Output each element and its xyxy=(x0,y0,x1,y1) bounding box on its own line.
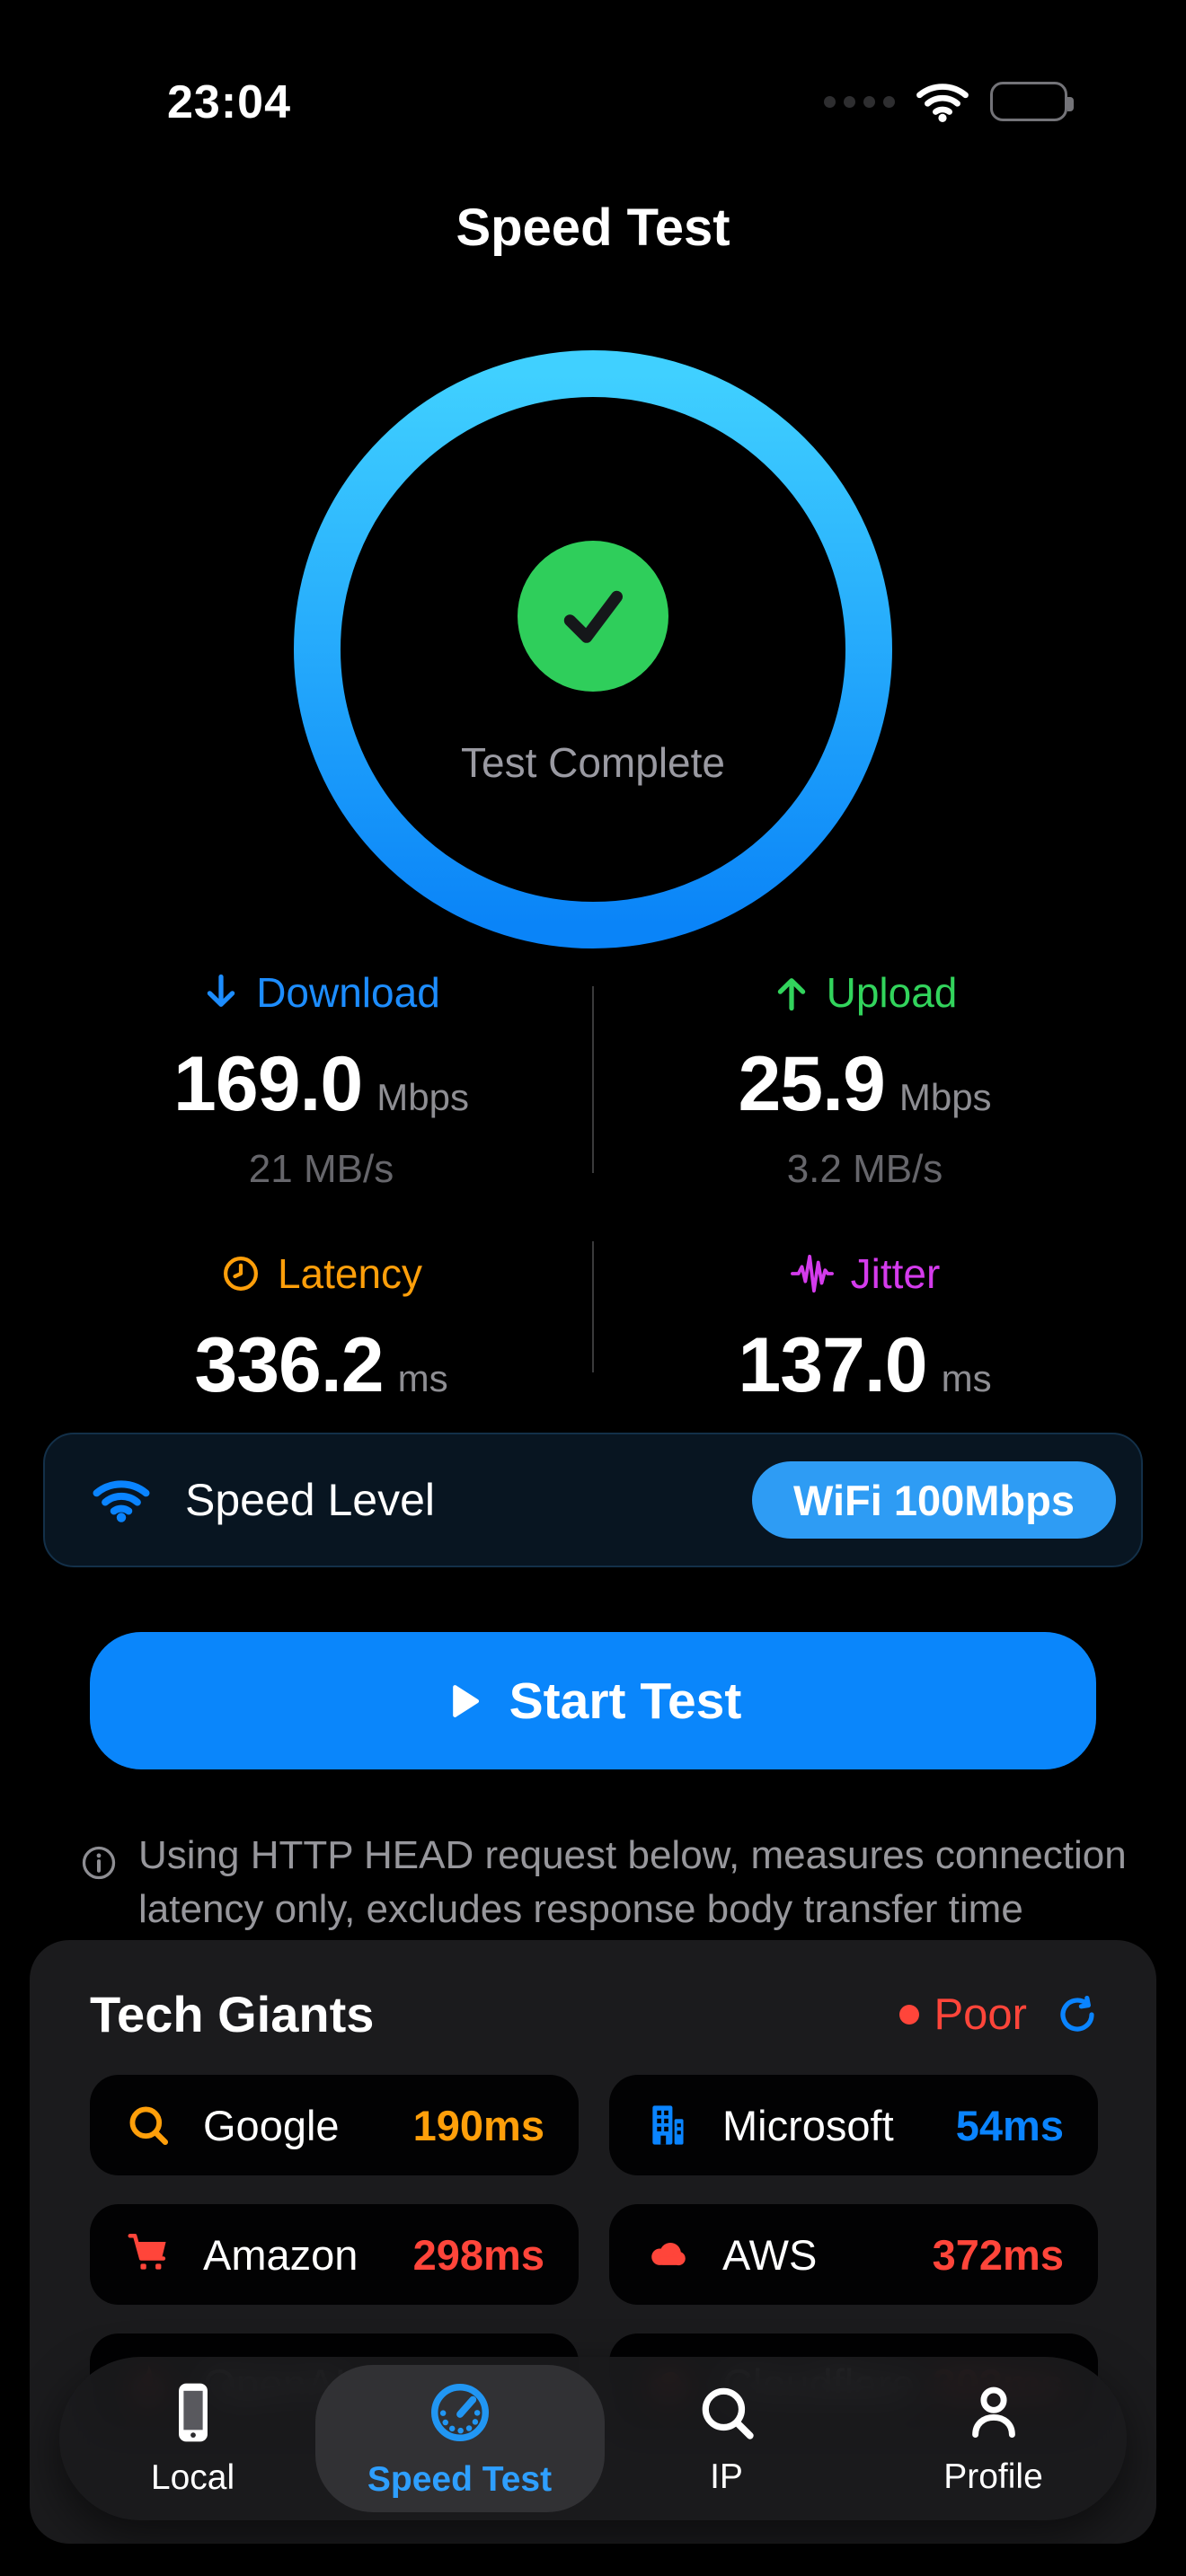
stat-label-text: Latency xyxy=(277,1250,423,1297)
stat-label-text: Jitter xyxy=(850,1250,941,1297)
check-circle-icon xyxy=(518,541,668,692)
waveform-icon xyxy=(790,1253,835,1294)
stat-sub-value: 21 MB/s xyxy=(248,1147,394,1191)
tab-ip[interactable]: IP xyxy=(593,2357,860,2520)
stat-unit: Mbps xyxy=(898,1076,992,1118)
info-note: Using HTTP HEAD request below, measures … xyxy=(79,1829,1139,1936)
service-latency: 298ms xyxy=(412,2230,544,2279)
wifi-icon xyxy=(915,81,970,122)
search-icon xyxy=(695,2380,759,2445)
info-note-text: Using HTTP HEAD request below, measures … xyxy=(138,1833,1127,1931)
stat-value: 336.2 xyxy=(194,1322,384,1408)
cloud-icon xyxy=(643,2230,692,2279)
stats-grid: Download 169.0 Mbps 21 MB/s Upload 25.9 … xyxy=(49,968,1137,1410)
tech-giants-title: Tech Giants xyxy=(90,1986,375,2042)
wifi-icon xyxy=(92,1477,151,1523)
speed-level-label: Speed Level xyxy=(185,1475,436,1525)
speed-gauge: Test Complete xyxy=(294,350,892,948)
stat-label-text: Upload xyxy=(826,969,958,1016)
tab-local[interactable]: Local xyxy=(59,2357,326,2520)
tab-label: IP xyxy=(710,2457,743,2496)
stat-value: 25.9 xyxy=(738,1041,885,1127)
play-icon xyxy=(445,1681,482,1722)
stats-divider xyxy=(592,986,594,1173)
service-name: Google xyxy=(203,2101,340,2149)
phone-icon xyxy=(167,2379,219,2446)
page-title: Speed Test xyxy=(456,198,730,257)
upload-arrow-icon xyxy=(773,972,810,1013)
status-icons xyxy=(824,81,1074,122)
tab-bar: Local Speed Test xyxy=(59,2357,1127,2520)
service-latency: 372ms xyxy=(932,2230,1064,2279)
cart-icon xyxy=(124,2230,173,2279)
start-test-button[interactable]: Start Test xyxy=(90,1632,1096,1769)
service-tile-microsoft[interactable]: Microsoft 54ms xyxy=(609,2075,1098,2175)
stats-divider xyxy=(592,1241,594,1372)
service-tile-amazon[interactable]: Amazon 298ms xyxy=(90,2204,579,2305)
service-name: AWS xyxy=(722,2230,818,2279)
service-tile-aws[interactable]: AWS 372ms xyxy=(609,2204,1098,2305)
tab-profile[interactable]: Profile xyxy=(860,2357,1127,2520)
tab-label: Local xyxy=(150,2458,235,2497)
status-dot xyxy=(899,2004,920,2025)
gauge-status-text: Test Complete xyxy=(460,739,725,786)
stat-jitter: Jitter 137.0 ms xyxy=(593,1249,1137,1410)
start-test-label: Start Test xyxy=(509,1672,742,1730)
battery-icon xyxy=(990,82,1074,121)
tab-label: Speed Test xyxy=(367,2460,553,2499)
status-bar: 23:04 xyxy=(0,75,1186,128)
speed-level-selector[interactable]: WiFi 100Mbps xyxy=(752,1461,1116,1539)
service-tile-google[interactable]: Google 190ms xyxy=(90,2075,579,2175)
status-badge: Poor xyxy=(934,1989,1027,2039)
stat-latency: Latency 336.2 ms xyxy=(49,1249,593,1410)
stat-upload: Upload 25.9 Mbps 3.2 MB/s xyxy=(593,968,1137,1192)
tab-label: Profile xyxy=(943,2457,1043,2496)
info-icon xyxy=(79,1843,119,1936)
speedometer-icon xyxy=(425,2378,495,2448)
stat-value: 137.0 xyxy=(738,1322,927,1408)
search-icon xyxy=(124,2101,173,2149)
service-name: Microsoft xyxy=(722,2101,894,2149)
download-arrow-icon xyxy=(202,972,240,1013)
stat-download: Download 169.0 Mbps 21 MB/s xyxy=(49,968,593,1192)
tab-speed-test[interactable]: Speed Test xyxy=(326,2357,593,2520)
cellular-signal-icon xyxy=(824,95,895,108)
service-name: Amazon xyxy=(203,2230,358,2279)
service-latency: 54ms xyxy=(955,2101,1064,2149)
stat-unit: ms xyxy=(941,1357,992,1399)
building-icon xyxy=(643,2101,692,2149)
status-time: 23:04 xyxy=(167,76,291,128)
speed-level-card: Speed Level WiFi 100Mbps xyxy=(43,1433,1143,1567)
service-latency: 190ms xyxy=(412,2101,544,2149)
stat-value: 169.0 xyxy=(173,1041,363,1127)
refresh-icon[interactable] xyxy=(1056,1993,1099,2036)
stat-unit: Mbps xyxy=(376,1076,469,1118)
stat-unit: ms xyxy=(397,1357,448,1399)
stat-sub-value: 3.2 MB/s xyxy=(786,1147,943,1191)
gauge-ring xyxy=(294,350,892,948)
profile-icon xyxy=(961,2380,1026,2445)
clock-icon xyxy=(220,1253,261,1294)
stat-label-text: Download xyxy=(256,969,440,1016)
